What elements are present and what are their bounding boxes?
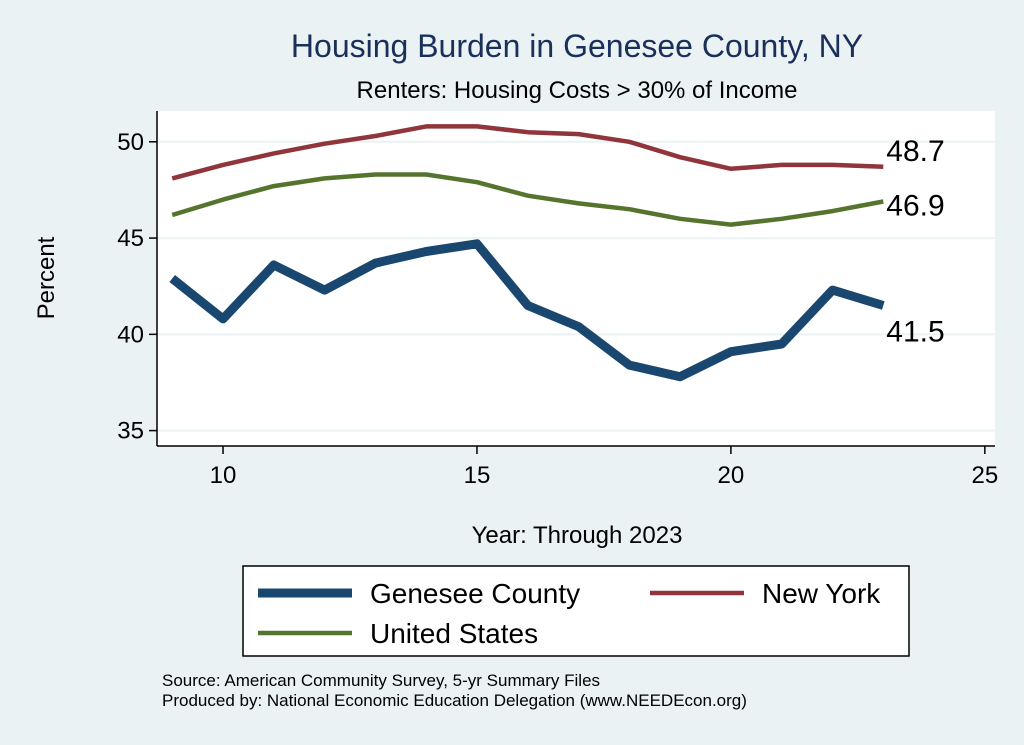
end-labels: 41.5 48.7 46.9 [886, 135, 944, 349]
y-axis-title: Percent [33, 236, 60, 319]
source-note: Source: American Community Survey, 5-yr … [162, 671, 600, 690]
legend: Genesee County New York United States [258, 578, 881, 649]
end-label-new-york: 48.7 [886, 135, 944, 168]
series-line-united-states [171, 172, 884, 227]
grid-lines [157, 140, 995, 432]
series-line-new-york [171, 124, 884, 181]
x-tick-label: 20 [718, 462, 745, 489]
x-axis-ticks: 10 15 20 25 [210, 446, 998, 489]
x-axis-title: Year: Through 2023 [472, 522, 683, 549]
y-tick-label: 45 [117, 225, 144, 252]
y-tick-label: 35 [117, 418, 144, 445]
x-tick-label: 15 [464, 462, 491, 489]
y-tick-label: 50 [117, 129, 144, 156]
legend-label: Genesee County [370, 578, 580, 609]
chart-title: Housing Burden in Genesee County, NY [291, 28, 863, 64]
producer-note: Produced by: National Economic Education… [162, 691, 747, 710]
end-label-genesee-county: 41.5 [886, 315, 944, 348]
plot-area [157, 111, 995, 446]
series-lines [169, 124, 885, 382]
legend-box [242, 565, 910, 657]
x-tick-label: 10 [210, 462, 237, 489]
series-line-genesee-county [169, 239, 885, 382]
end-label-united-states: 46.9 [886, 189, 944, 222]
y-axis-ticks: 35 40 45 50 [117, 129, 157, 445]
legend-label: United States [370, 618, 538, 649]
y-tick-label: 40 [117, 321, 144, 348]
chart-subtitle: Renters: Housing Costs > 30% of Income [357, 77, 798, 104]
x-tick-label: 25 [971, 462, 998, 489]
legend-label: New York [762, 578, 881, 609]
